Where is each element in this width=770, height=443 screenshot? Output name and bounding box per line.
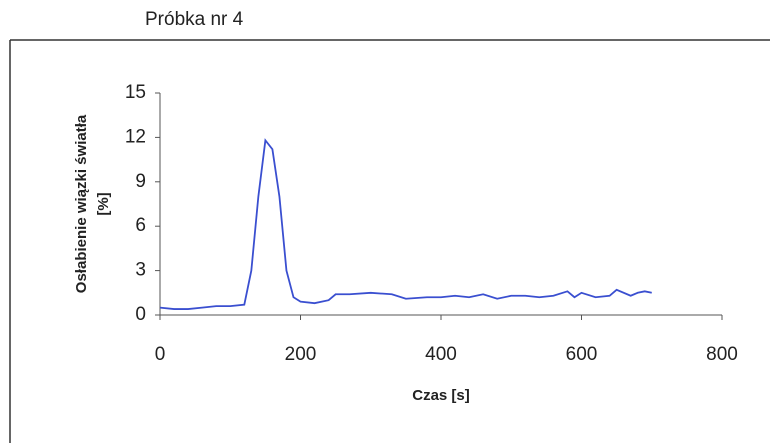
y-tick-label: 0 — [135, 304, 146, 325]
data-line — [159, 138, 652, 310]
x-tick-label: 400 — [425, 344, 457, 365]
y-tick-label: 12 — [125, 126, 146, 147]
x-tick-label: 600 — [566, 344, 598, 365]
y-tick-label: 6 — [135, 215, 146, 236]
x-tick-label: 200 — [285, 344, 317, 365]
x-tick-label: 0 — [155, 344, 166, 365]
y-axis-label: Osłabienie wiązki światła — [73, 114, 90, 293]
y-tick-label: 9 — [135, 171, 146, 192]
x-tick-label: 800 — [706, 344, 738, 365]
y-tick-label: 15 — [125, 82, 146, 103]
x-axis-label: Czas [s] — [412, 387, 470, 404]
y-tick-label: 3 — [135, 260, 146, 281]
chart-title: Próbka nr 4 — [145, 9, 244, 30]
y-axis-label: [%] — [95, 192, 112, 215]
